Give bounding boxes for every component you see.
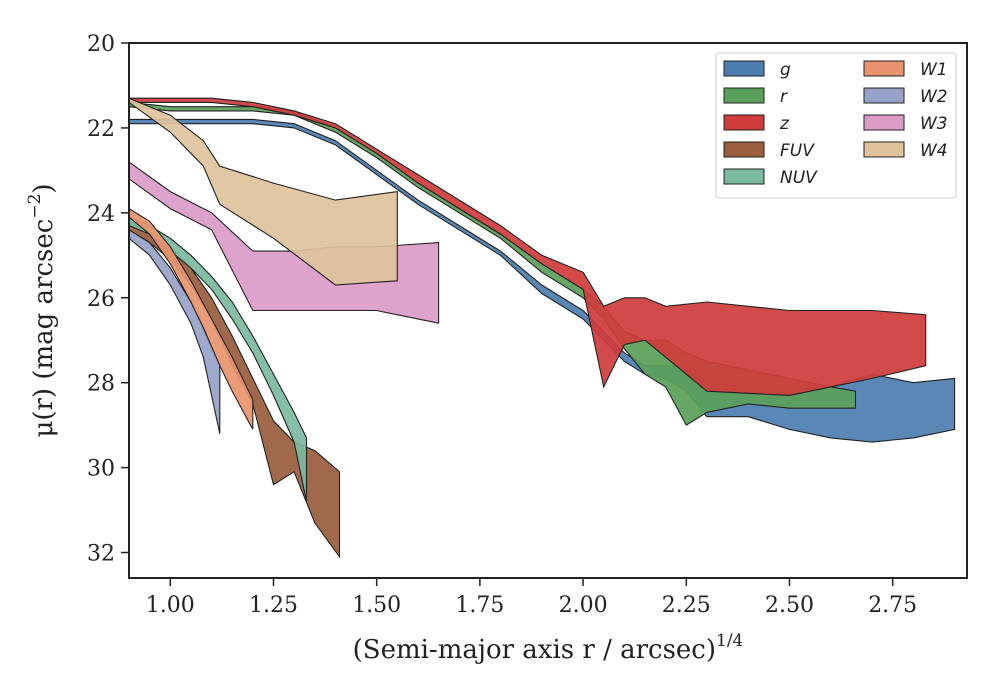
x-tick-label: 1.25 [249,593,298,618]
x-axis: 1.00 1.25 1.50 1.75 2.00 2.25 2.50 2.75 [146,578,917,618]
y-axis-label: μ(r) (mag arcsec−2) [25,183,59,437]
x-tick-label: 2.00 [559,593,608,618]
x-tick-label: 2.75 [868,593,917,618]
legend-swatch-w2 [863,87,905,104]
legend-label-w4: W4 [920,141,948,161]
legend-swatch-w1 [863,60,905,77]
legend-swatch-r [723,87,765,104]
band-nuv [128,216,308,502]
legend-swatch-fuv [723,141,765,158]
data-bands [128,97,956,559]
legend-swatch-w4 [863,141,905,158]
band-z [128,97,927,396]
y-axis: 20 22 24 26 28 30 32 [87,32,129,567]
legend-label-g: g [780,60,791,80]
legend-label-nuv: NUV [780,168,818,188]
legend-swatch-nuv [723,168,765,185]
legend: grz FUV NUV W1 W2 W3 W4 [715,52,957,199]
legend-label-w1: W1 [920,60,948,80]
band-w1 [128,207,254,430]
legend-label-fuv: FUV [780,141,815,161]
x-tick-label: 1.50 [352,593,401,618]
y-tick-label: 22 [87,117,115,142]
x-tick-label: 2.50 [765,593,814,618]
legend-label-w3: W3 [920,114,948,134]
plot-frame [128,42,968,579]
x-tick-label: 2.25 [662,593,711,618]
x-tick-label: 1.00 [146,593,195,618]
y-tick-label: 26 [87,287,115,312]
y-tick-label: 32 [87,542,115,567]
x-tick-label: 1.75 [455,593,504,618]
legend-label-w2: W2 [920,87,948,107]
y-tick-label: 30 [87,457,115,482]
y-tick-label: 20 [87,32,115,57]
legend-swatch-w3 [863,114,905,131]
x-axis-label: (Semi-major axis r / arcsec)1/4 [353,631,744,665]
y-tick-label: 24 [87,202,115,227]
legend-label-z: z [779,114,790,134]
legend-swatch-z [723,114,765,131]
band-w4 [128,97,398,286]
legend-swatch-g [723,60,765,77]
band-g [128,118,956,443]
y-tick-label: 28 [87,372,115,397]
band-w2 [128,228,221,434]
legend-label-r: r [780,87,788,107]
